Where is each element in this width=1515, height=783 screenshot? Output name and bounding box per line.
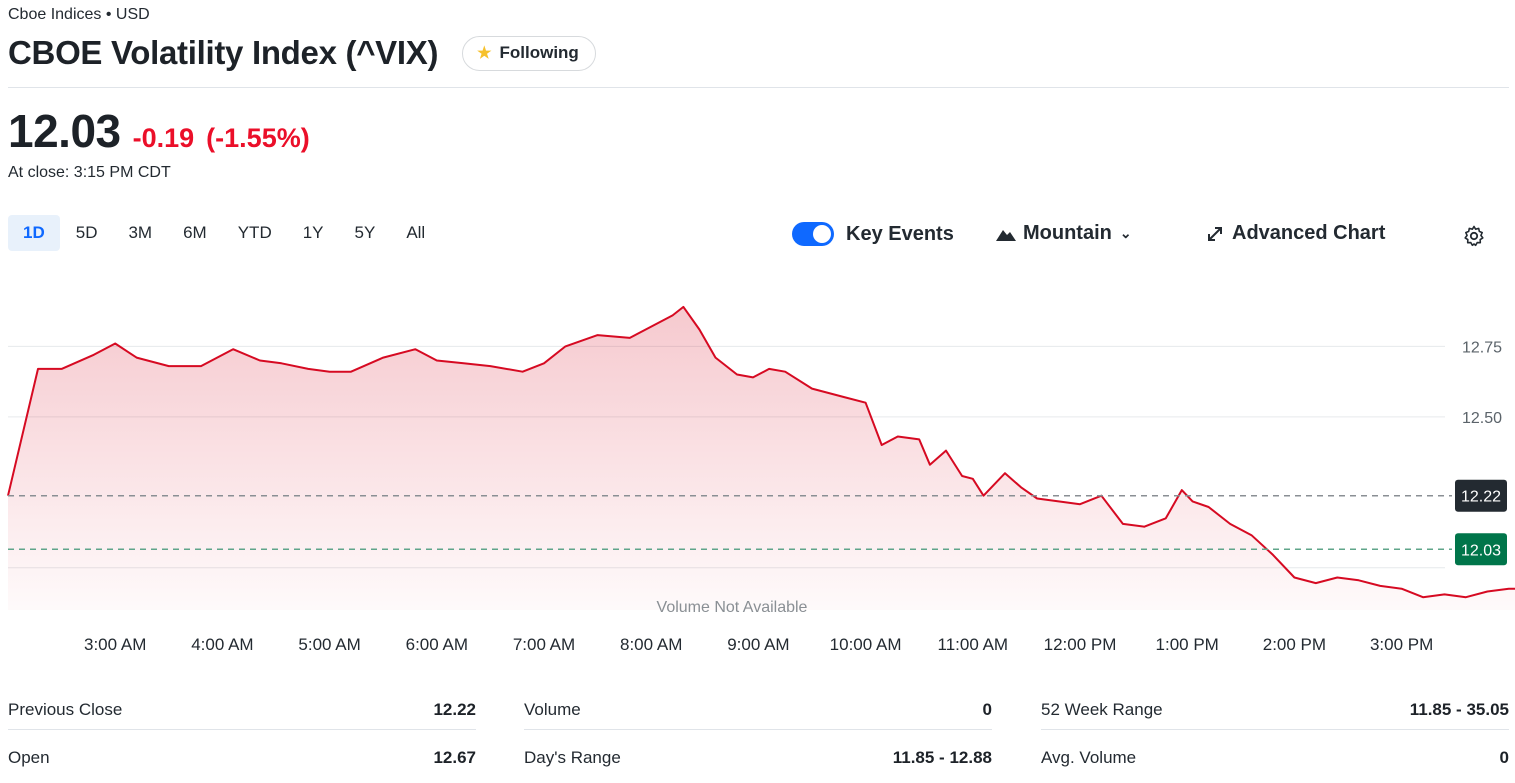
stat-label: Avg. Volume bbox=[1041, 748, 1137, 767]
x-tick-label: 5:00 AM bbox=[298, 635, 360, 654]
x-tick-label: 11:00 AM bbox=[938, 635, 1009, 654]
toggle-switch[interactable] bbox=[792, 222, 834, 246]
stat-value: 0 bbox=[982, 700, 992, 719]
star-icon: ★ bbox=[477, 45, 492, 62]
following-label: Following bbox=[499, 43, 579, 62]
advanced-chart-label: Advanced Chart bbox=[1232, 222, 1386, 244]
range-button-3m[interactable]: 3M bbox=[128, 223, 153, 242]
gear-icon[interactable] bbox=[1462, 224, 1486, 248]
stat-row: Open 12.67 bbox=[8, 748, 476, 783]
exchange-label: Cboe Indices • USD bbox=[8, 6, 150, 23]
key-events-label: Key Events bbox=[846, 222, 954, 245]
previous-close-label: 12.22 bbox=[1461, 489, 1501, 506]
stat-row: Avg. Volume 0 bbox=[1041, 748, 1509, 783]
price-change-percent: (-1.55%) bbox=[206, 123, 310, 153]
stat-value: 11.85 - 12.88 bbox=[892, 748, 992, 767]
previous-close-badge bbox=[1455, 479, 1507, 512]
last-price-badge bbox=[1455, 533, 1507, 566]
stat-value: 12.22 bbox=[433, 700, 476, 719]
range-button-all[interactable]: All bbox=[406, 223, 426, 242]
stat-label: 52 Week Range bbox=[1041, 700, 1163, 719]
close-time: At close: 3:15 PM CDT bbox=[8, 164, 171, 181]
stats-column-2: Volume 0 Day's Range 11.85 - 12.88 bbox=[524, 700, 992, 783]
stat-label: Open bbox=[8, 748, 50, 767]
stat-row: Previous Close 12.22 bbox=[8, 700, 476, 730]
stat-label: Volume bbox=[524, 700, 581, 719]
stat-value: 12.67 bbox=[433, 748, 476, 767]
price-row: 12.03 -0.19 (-1.55%) bbox=[8, 104, 310, 158]
x-tick-label: 8:00 AM bbox=[620, 635, 682, 654]
toggle-knob bbox=[813, 225, 831, 243]
price-line bbox=[7, 305, 1515, 599]
chevron-down-icon: ⌄ bbox=[1119, 225, 1132, 241]
stat-row: Volume 0 bbox=[524, 700, 992, 730]
x-tick-label: 1:00 PM bbox=[1156, 635, 1219, 654]
x-tick-label: 7:00 AM bbox=[513, 635, 575, 654]
range-button-5y[interactable]: 5Y bbox=[354, 223, 376, 242]
y-tick-label: 12.50 bbox=[1462, 410, 1502, 427]
chart-type-dropdown[interactable]: Mountain ⌄ bbox=[996, 222, 1132, 245]
title-row: CBOE Volatility Index (^VIX) ★ Following bbox=[8, 34, 596, 72]
stat-label: Day's Range bbox=[524, 748, 621, 767]
page-title: CBOE Volatility Index (^VIX) bbox=[8, 34, 439, 71]
expand-icon bbox=[1208, 226, 1222, 241]
advanced-chart-button[interactable]: Advanced Chart bbox=[1206, 222, 1385, 245]
range-button-ytd[interactable]: YTD bbox=[237, 223, 272, 242]
stat-row: 52 Week Range 11.85 - 35.05 bbox=[1041, 700, 1509, 730]
header-divider bbox=[8, 87, 1509, 88]
range-selector: 1D 5D 3M 6M YTD 1Y 5Y All bbox=[8, 215, 441, 251]
stats-column-1: Previous Close 12.22 Open 12.67 bbox=[8, 700, 476, 783]
stat-label: Previous Close bbox=[8, 700, 123, 719]
x-tick-label: 9:00 AM bbox=[727, 635, 789, 654]
stat-value: 0 bbox=[1499, 748, 1509, 767]
last-price-label: 12.03 bbox=[1461, 542, 1501, 559]
current-price: 12.03 bbox=[8, 105, 121, 157]
y-tick-label: 12.75 bbox=[1462, 339, 1502, 356]
x-tick-label: 2:00 PM bbox=[1263, 635, 1326, 654]
price-change: -0.19 bbox=[132, 123, 195, 153]
x-tick-label: 12:00 PM bbox=[1044, 635, 1117, 654]
stat-value: 11.85 - 35.05 bbox=[1409, 700, 1509, 719]
price-chart[interactable]: 12.75 12.50 12.22 12.03 Volume Not Available… bbox=[0, 270, 1515, 670]
x-tick-label: 3:00 PM bbox=[1370, 635, 1433, 654]
range-button-1d[interactable]: 1D bbox=[8, 215, 60, 251]
key-events-toggle[interactable]: Key Events bbox=[792, 222, 954, 246]
x-tick-label: 6:00 AM bbox=[406, 635, 468, 654]
mountain-icon bbox=[996, 229, 1016, 241]
range-button-5d[interactable]: 5D bbox=[75, 223, 98, 242]
x-tick-label: 3:00 AM bbox=[84, 635, 146, 654]
volume-note: Volume Not Available bbox=[657, 599, 808, 616]
price-area bbox=[8, 306, 1515, 610]
chart-type-label: Mountain bbox=[1023, 222, 1112, 244]
x-tick-label: 10:00 AM bbox=[830, 635, 902, 654]
stat-row: Day's Range 11.85 - 12.88 bbox=[524, 748, 992, 783]
range-button-6m[interactable]: 6M bbox=[183, 223, 207, 242]
x-tick-label: 4:00 AM bbox=[191, 635, 253, 654]
range-button-1y[interactable]: 1Y bbox=[302, 223, 324, 242]
stats-column-3: 52 Week Range 11.85 - 35.05 Avg. Volume 0 bbox=[1041, 700, 1509, 783]
following-button[interactable]: ★ Following bbox=[462, 35, 596, 71]
